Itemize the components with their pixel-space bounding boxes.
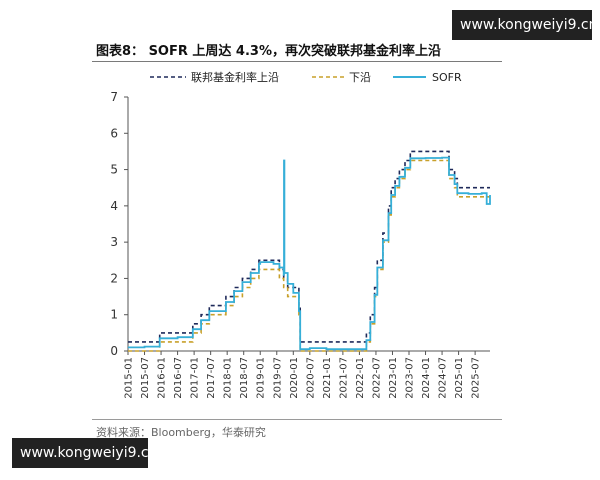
legend-upper-label: 联邦基金利率上沿 (191, 70, 279, 84)
source-divider (92, 419, 502, 420)
x-tick-label: 2020-01 (289, 357, 300, 399)
x-tick-label: 2025-01 (454, 357, 465, 399)
x-tick-label: 2021-01 (322, 357, 333, 399)
figure-title: 图表8： SOFR 上周达 4.3%，再次突破联邦基金利率上沿 (96, 44, 441, 59)
chart-legend: 联邦基金利率上沿 下沿 SOFR (150, 70, 462, 84)
x-tick-label: 2016-07 (173, 357, 184, 399)
x-tick-label: 2024-01 (421, 357, 432, 399)
x-tick-label: 2017-01 (190, 357, 201, 399)
lower-bound-line (128, 159, 490, 352)
x-tick-label: 2016-01 (157, 357, 168, 399)
legend-sofr-label: SOFR (432, 71, 462, 84)
x-tick-label: 2025-07 (471, 357, 482, 399)
x-tick-label: 2021-07 (338, 357, 349, 399)
y-tick-label: 2 (110, 271, 118, 285)
chart-series (128, 150, 491, 352)
chart-axes: 0 1 2 3 4 5 6 7 2015-01 2015-07 2016-01 2016-07 2017… (110, 90, 490, 399)
title-divider (92, 61, 502, 62)
x-tick-label: 2019-07 (272, 357, 283, 399)
legend-lower-label: 下沿 (349, 71, 371, 84)
source-note: 资料来源：Bloomberg，华泰研究 (96, 426, 266, 439)
x-tick-label: 2020-07 (305, 357, 316, 399)
x-tick-label: 2023-07 (405, 357, 416, 399)
x-tick-label: 2015-07 (140, 357, 151, 399)
x-tick-label: 2015-01 (124, 357, 135, 399)
x-tick-label: 2018-01 (223, 357, 234, 399)
x-tick-label: 2023-01 (388, 357, 399, 399)
sofr-line (128, 156, 491, 351)
watermark-top: www.kongweiyi9.cn (452, 10, 598, 40)
y-tick-label: 0 (110, 344, 118, 358)
y-tick-label: 6 (110, 126, 118, 140)
y-tick-label: 7 (110, 90, 118, 104)
y-tick-label: 4 (110, 199, 118, 213)
x-tick-label: 2017-07 (206, 357, 217, 399)
x-tick-label: 2018-07 (239, 357, 250, 399)
y-tick-label: 5 (110, 163, 118, 177)
x-tick-label: 2024-07 (438, 357, 449, 399)
x-tick-label: 2019-01 (256, 357, 267, 399)
upper-bound-line (128, 150, 490, 343)
watermark-bottom: www.kongweiyi9.cn (12, 438, 158, 468)
x-tick-label: 2022-07 (371, 357, 382, 399)
y-tick-label: 1 (110, 308, 118, 322)
y-tick-label: 3 (110, 235, 118, 249)
x-tick-label: 2022-01 (355, 357, 366, 399)
